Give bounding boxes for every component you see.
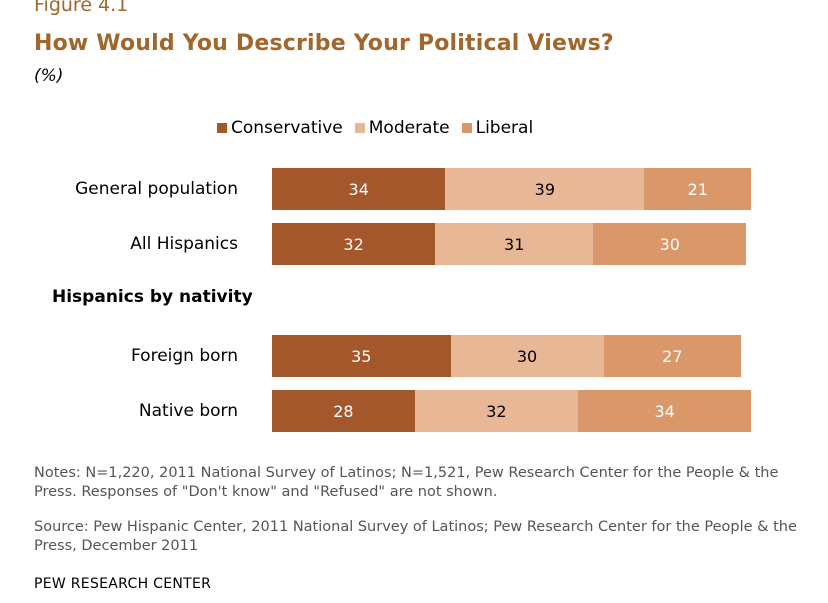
row-label-native-born: Native born: [138, 401, 238, 421]
chart-title: How Would You Describe Your Political Vi…: [34, 31, 614, 56]
row-label-general-population: General population: [75, 179, 238, 199]
legend: Conservative Moderate Liberal: [217, 117, 545, 139]
bar-segment-general-population-conservative: 34: [272, 168, 446, 210]
legend-label-conservative: Conservative: [231, 118, 343, 138]
legend-swatch-conservative: [217, 123, 227, 133]
row-label-all-hispanics: All Hispanics: [130, 234, 238, 254]
section-heading: Hispanics by nativity: [52, 287, 253, 307]
row-label-foreign-born: Foreign born: [131, 346, 238, 366]
bar-segment-native-born-liberal: 34: [577, 390, 752, 432]
legend-item-liberal: Liberal: [461, 118, 534, 138]
bar-foreign-born: 35 30 27: [272, 335, 742, 377]
legend-swatch-moderate: [354, 123, 365, 133]
footer-credit: PEW RESEARCH CENTER: [34, 576, 212, 592]
legend-swatch-liberal: [461, 123, 472, 133]
bar-segment-all-hispanics-conservative: 32: [272, 223, 436, 265]
bar-segment-all-hispanics-moderate: 31: [435, 223, 594, 265]
legend-label-moderate: Moderate: [368, 118, 450, 138]
legend-item-moderate: Moderate: [354, 118, 450, 138]
chart-source: Source: Pew Hispanic Center, 2011 Nation…: [34, 519, 797, 554]
bar-general-population: 34 39 21: [272, 168, 752, 210]
chart-subtitle: (%): [34, 66, 64, 86]
bar-segment-all-hispanics-liberal: 30: [593, 223, 747, 265]
bar-segment-foreign-born-conservative: 35: [272, 335, 451, 377]
bar-native-born: 28 32 34: [272, 390, 752, 432]
bar-segment-general-population-liberal: 21: [644, 168, 752, 210]
bar-segment-native-born-moderate: 32: [414, 390, 578, 432]
bar-segment-foreign-born-liberal: 27: [603, 335, 742, 377]
figure-label: Figure 4.1: [34, 0, 129, 16]
bar-segment-foreign-born-moderate: 30: [450, 335, 604, 377]
bar-all-hispanics: 32 31 30: [272, 223, 747, 265]
bar-segment-general-population-moderate: 39: [445, 168, 645, 210]
chart-notes: Notes: N=1,220, 2011 National Survey of …: [34, 465, 779, 500]
legend-label-liberal: Liberal: [475, 118, 534, 138]
bar-segment-native-born-conservative: 28: [272, 390, 415, 432]
legend-item-conservative: Conservative: [217, 118, 343, 138]
